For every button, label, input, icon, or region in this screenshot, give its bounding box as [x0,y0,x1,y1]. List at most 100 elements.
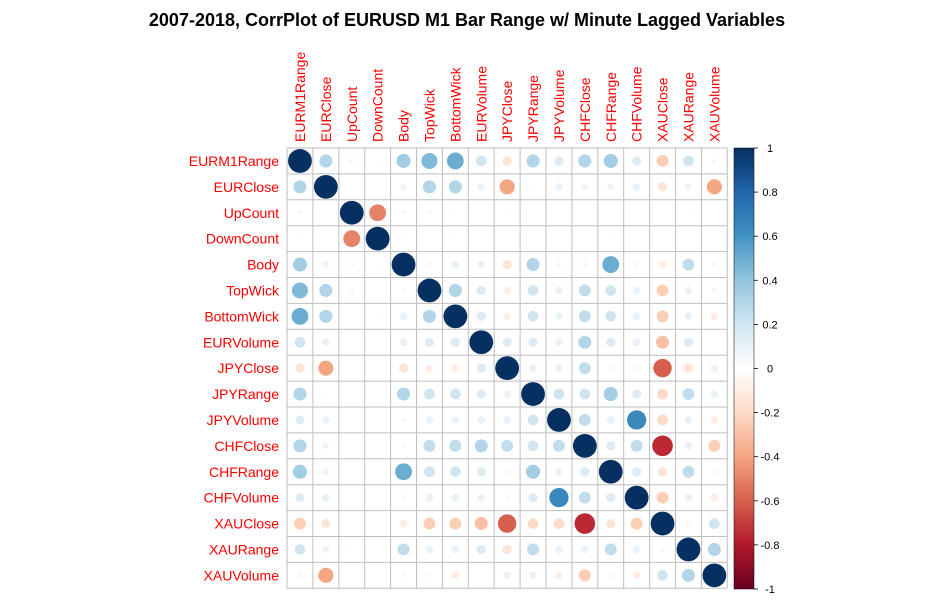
matrix-cell [468,562,495,589]
corr-circle-upcount-downcount [369,204,387,222]
corr-circle-eurclose-xaurange [685,183,692,191]
corr-circle-jpyclose-xauvolume [710,364,719,372]
colorbar-tick-label: 0.2 [762,319,777,331]
corr-circle-jpyrange-jpyclose [503,390,511,398]
corr-circle-chfrange-xauclose [657,467,668,477]
row-label-downcount: DownCount [206,231,279,247]
corr-circle-xauclose-chfclose [574,513,596,534]
corr-circle-xauclose-body [399,519,408,528]
colorbar-tick-label: 0.4 [762,275,777,287]
corr-circle-upcount-xaurange [686,211,691,215]
corr-circle-downcount-downcount [365,226,390,251]
corr-circle-xauvolume-body [400,572,407,579]
colorbar-tick-label: 0.8 [762,187,777,199]
corr-circle-xauvolume-topwick [426,572,433,579]
matrix-cell [338,562,365,589]
corr-circle-xauclose-xaurange [685,520,692,527]
corr-circle-jpyclose-chfrange [608,365,614,371]
corr-circle-jpyvolume-eurm1range [295,415,305,425]
corr-circle-jpyrange-topwick [424,388,435,400]
corr-circle-jpyclose-jpyrange [529,364,537,372]
column-label-xaurange: XAURange [680,72,696,142]
corr-circle-jpyrange-chfrange [603,387,618,402]
corr-circle-bottomwick-chfvolume [632,312,641,321]
corr-circle-chfrange-chfrange [598,459,623,484]
corr-circle-xaurange-xauvolume [707,542,721,556]
matrix-cell [701,329,728,356]
corr-circle-jpyvolume-chfrange [606,416,615,424]
corr-circle-jpyrange-body [397,387,411,401]
corr-circle-eurm1range-eurclose [319,154,333,168]
corr-circle-xauclose-eurvolume [474,517,488,531]
corr-circle-xaurange-chfclose [581,545,589,554]
colorbar-gradient [733,147,755,590]
corr-circle-eurvolume-eurclose [322,338,330,347]
corr-circle-xauclose-jpyrange [527,518,539,529]
corr-circle-topwick-chfvolume [632,286,641,295]
corr-circle-chfvolume-chfrange [606,493,616,503]
column-label-eurvolume: EURVolume [473,66,489,142]
corr-circle-xaurange-topwick [425,545,434,554]
corr-circle-topwick-body [400,287,407,294]
corr-circle-chfclose-eurclose [322,442,330,450]
corr-circle-upcount-bottomwick [453,211,458,215]
matrix-cell [546,199,572,226]
circles-layer [288,149,727,588]
corr-circle-chfrange-body [395,463,412,481]
corr-circle-eurclose-eurm1range [293,180,307,194]
corr-circle-eurvolume-jpyclose [502,337,512,347]
corr-circle-jpyrange-eurm1range [293,387,307,401]
corr-circle-downcount-chfrange [609,236,613,241]
column-label-chfvolume: CHFVolume [629,66,645,142]
matrix-cell [364,432,391,459]
corr-circle-eurm1range-xauclose [656,154,669,167]
corr-circle-eurvolume-xauclose [656,335,670,349]
corr-circle-jpyrange-bottomwick [450,388,461,400]
corr-circle-chfrange-eurm1range [292,464,308,479]
corr-circle-topwick-jpyrange [527,285,539,296]
corr-circle-topwick-eurclose [319,283,333,297]
corr-circle-eurclose-chfclose [581,183,589,191]
corr-circle-xauvolume-jpyclose [503,571,511,580]
colorbar-tick-label: 0 [767,364,773,376]
corr-circle-bottomwick-body [399,312,408,321]
corr-circle-bottomwick-chfclose [578,310,591,323]
corr-circle-xaurange-jpyclose [502,544,512,555]
corr-circle-eurm1range-chfclose [578,154,592,168]
corr-circle-bottomwick-bottomwick [443,304,468,329]
row-label-bottomwick: BottomWick [204,308,280,324]
row-labels: EURM1Range EURClose UpCount DownCount Body To… [189,153,280,583]
corr-circle-jpyrange-jpyrange [521,382,545,406]
corr-circle-chfclose-bottomwick [449,439,462,452]
corr-circle-upcount-chfrange [609,211,613,215]
corr-circle-jpyrange-xauclose [657,388,668,400]
row-label-xaurange: XAURange [209,541,279,557]
corr-circle-chfrange-eurvolume [476,467,486,477]
corr-circle-eurm1range-chfrange [603,153,618,168]
chart-title: 2007-2018, CorrPlot of EURUSD M1 Bar Ran… [149,10,785,30]
corr-circle-jpyrange-jpyvolume [553,388,565,400]
corr-circle-chfrange-chfclose [580,467,590,477]
corr-circle-jpyrange-xauvolume [710,390,719,398]
corr-circle-chfclose-eurm1range [293,439,307,453]
corr-circle-chfclose-jpyvolume [552,439,565,452]
column-label-upcount: UpCount [344,87,360,142]
matrix-cell [338,432,365,459]
corr-circle-body-jpyrange [526,258,540,272]
matrix-cell [338,381,365,407]
row-label-chfrange: CHFRange [209,464,279,480]
column-label-topwick: TopWick [421,88,437,142]
corr-circle-jpyvolume-xaurange [684,416,693,424]
corr-circle-upcount-body [400,210,407,216]
corr-circle-eurclose-xauvolume [706,179,722,195]
corr-circle-xauclose-xauvolume [709,518,720,529]
corr-circle-upcount-upcount [339,200,364,225]
colorbar-tick-label: -1 [765,584,775,596]
corr-circle-topwick-xauvolume [711,287,718,294]
corr-circle-eurclose-jpyvolume [555,183,563,191]
matrix-cell [649,199,676,226]
corr-circle-chfvolume-eurvolume [477,493,486,502]
corr-circle-jpyclose-upcount [350,366,354,370]
matrix-cell [623,225,650,252]
corr-circle-chfclose-jpyclose [501,439,514,452]
